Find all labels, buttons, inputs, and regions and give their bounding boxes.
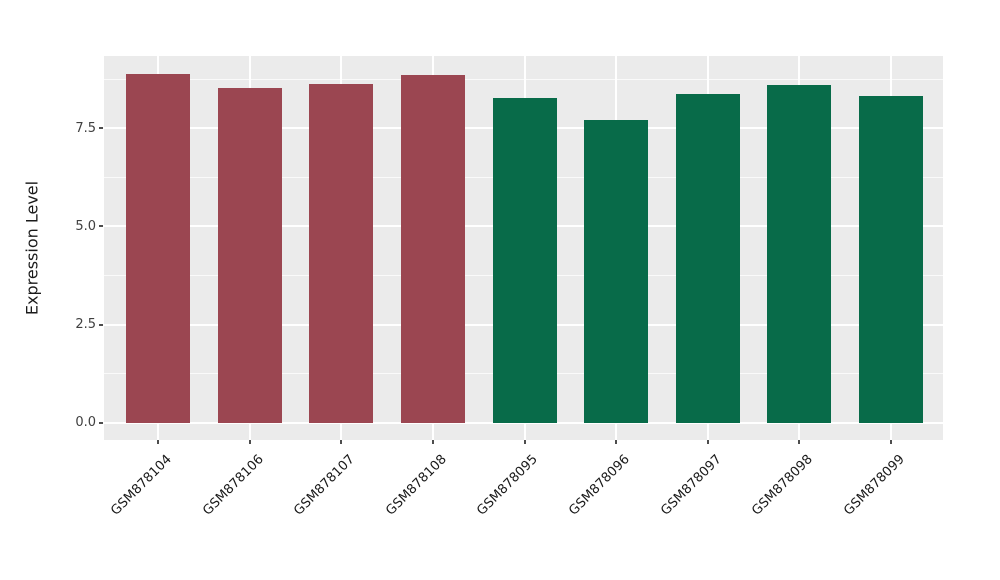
bar-GSM878108: [400, 74, 465, 423]
bar-GSM878098: [767, 84, 832, 423]
y-tick-label: 5.0: [75, 218, 96, 234]
x-tick-mark: [340, 440, 343, 444]
x-tick-mark: [248, 440, 251, 444]
plot-panel: [104, 56, 943, 440]
x-tick-mark: [889, 440, 892, 444]
x-tick-label: GSM878096: [566, 452, 633, 519]
x-tick-mark: [615, 440, 618, 444]
x-tick-label: GSM878108: [383, 452, 450, 519]
x-tick-label: GSM878095: [474, 452, 542, 519]
x-tick-mark: [706, 440, 709, 444]
x-tick-mark: [798, 440, 801, 444]
bar-GSM878095: [492, 98, 557, 423]
y-axis-title: Expression Level: [22, 180, 42, 316]
x-tick-label: GSM878099: [840, 452, 908, 519]
y-tick-mark: [99, 421, 103, 424]
y-tick-mark: [99, 323, 103, 326]
bar-GSM878099: [858, 96, 923, 423]
x-tick-label: GSM878106: [199, 452, 267, 519]
x-tick-label: GSM878097: [657, 452, 725, 519]
y-tick-label: 7.5: [75, 120, 96, 136]
x-tick-mark: [157, 440, 160, 444]
y-tick-label: 2.5: [75, 317, 96, 332]
major-gridline: [104, 421, 943, 424]
x-tick-label: GSM878107: [291, 452, 359, 519]
bar-GSM878096: [584, 119, 649, 423]
y-tick-mark: [99, 225, 103, 228]
y-tick-mark: [99, 127, 103, 130]
minor-gridline: [104, 78, 943, 80]
x-tick-mark: [431, 440, 434, 444]
bar-GSM878107: [309, 83, 374, 423]
y-tick-label: 0.0: [75, 415, 96, 431]
x-tick-label: GSM878098: [749, 452, 816, 519]
x-tick-mark: [523, 440, 526, 444]
bar-GSM878104: [126, 73, 191, 423]
x-tick-label: GSM878104: [108, 452, 175, 519]
bar-GSM878097: [675, 94, 740, 423]
bar-GSM878106: [217, 88, 282, 423]
